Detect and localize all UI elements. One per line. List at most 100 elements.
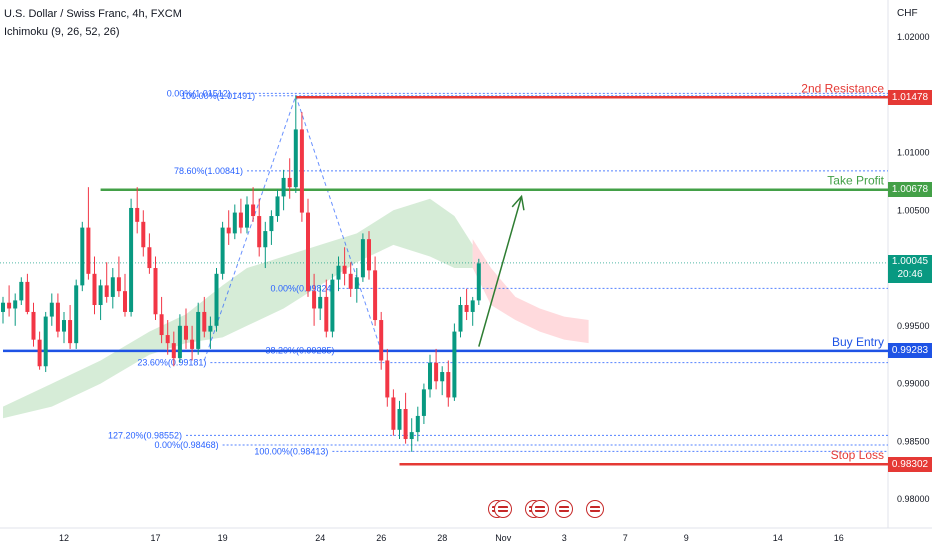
candle-body-60 (367, 239, 371, 271)
candle-body-52 (318, 296, 323, 309)
us-event-flag-6-icon[interactable] (585, 500, 604, 518)
candle-body-56 (342, 265, 347, 274)
candle-body-48 (293, 129, 298, 188)
price-tick-2: 1.00500 (897, 205, 930, 215)
fib-label-8: 100.00%(0.98413) (254, 446, 328, 456)
candle-body-31 (190, 339, 195, 349)
cloud-bullish (3, 198, 473, 419)
candle-body-25 (153, 268, 158, 315)
candle-countdown: 20:46 (897, 269, 923, 281)
price-tick-4: 0.99000 (897, 379, 930, 389)
candle-body-65 (397, 408, 402, 430)
candle-body-39 (238, 212, 243, 228)
fib-label-2: 78.60%(1.00841) (174, 166, 243, 176)
candle-body-12 (74, 285, 79, 344)
candle-body-43 (263, 231, 268, 248)
candle-body-18 (110, 277, 115, 297)
price-badge-stop-loss: 0.98302 (888, 456, 932, 472)
fib-label-7: 0.00%(0.98468) (155, 440, 219, 450)
time-axis[interactable]: 12 17 19 24 26 28 Nov 3 7 9 14 16 (59, 533, 844, 543)
price-tick-3: 0.99500 (897, 321, 930, 331)
price-axis[interactable]: 1.02000 1.01000 1.00500 0.99500 0.99000 0.985… (897, 32, 930, 504)
time-tick-9: 9 (684, 533, 689, 543)
candle-body-70 (428, 362, 432, 390)
candle-body-76 (464, 305, 469, 312)
candle-body-49 (299, 129, 304, 213)
candle-body-66 (403, 408, 408, 440)
fib-label-3: 0.00%(0.99824) (270, 283, 334, 293)
time-tick-1: 17 (150, 533, 160, 543)
candle-body-62 (379, 320, 384, 361)
fib-label-5: 23.60%(0.99181) (137, 358, 206, 368)
candle-body-17 (104, 285, 109, 297)
candle-body-19 (116, 277, 121, 292)
candle-body-20 (123, 291, 127, 312)
candle-body-77 (470, 300, 475, 312)
currency-label: CHF (897, 8, 918, 19)
time-tick-3: 24 (315, 533, 325, 543)
candle-body-10 (62, 320, 66, 332)
time-tick-2: 19 (218, 533, 228, 543)
candle-body-2 (13, 300, 18, 309)
time-tick-0: 12 (59, 533, 69, 543)
us-event-flag-5-icon[interactable] (555, 500, 574, 518)
candle-body-37 (226, 227, 231, 234)
candle-body-44 (269, 216, 274, 232)
candle-body-26 (159, 314, 164, 336)
candle-body-1 (7, 302, 12, 309)
level-label-stop-loss: Stop Loss (831, 448, 884, 462)
price-tick-5: 0.98500 (897, 436, 930, 446)
candle-body-67 (409, 432, 414, 440)
candle-body-69 (421, 389, 426, 416)
candle-body-46 (281, 177, 286, 197)
current-price-value: 1.00045 (891, 256, 929, 268)
projection-arrow (478, 194, 525, 347)
candlesticks (1, 95, 481, 452)
arrow-head (511, 194, 525, 211)
candle-body-21 (129, 207, 134, 312)
time-tick-6: Nov (495, 533, 512, 543)
candle-body-61 (373, 270, 378, 321)
candle-body-51 (312, 291, 317, 309)
candle-body-28 (171, 343, 176, 359)
candle-body-3 (19, 281, 24, 301)
candle-body-33 (202, 311, 207, 332)
price-badge-buy-entry: 0.99283 (888, 343, 932, 359)
candle-body-64 (391, 397, 396, 430)
indicator-legend[interactable]: Ichimoku (9, 26, 52, 26) (4, 26, 120, 38)
candle-body-6 (37, 339, 42, 367)
us-event-flag-2-icon[interactable] (494, 500, 513, 518)
candle-body-74 (452, 331, 457, 398)
candle-body-47 (287, 177, 292, 188)
price-badge-take-profit: 1.00678 (888, 182, 932, 198)
candle-body-13 (80, 227, 85, 286)
candle-body-0 (1, 302, 5, 312)
time-tick-5: 28 (437, 533, 447, 543)
candle-body-42 (257, 216, 262, 248)
candle-body-34 (208, 325, 213, 332)
candle-body-30 (184, 325, 188, 340)
fib-label-1: 100.00%(1.01491) (181, 91, 255, 101)
candle-body-14 (86, 227, 91, 274)
candle-body-68 (415, 415, 420, 433)
candle-body-16 (98, 285, 103, 306)
price-tick-6: 0.98000 (897, 494, 930, 504)
time-tick-10: 14 (773, 533, 783, 543)
candle-body-8 (49, 302, 54, 317)
fib-label-6: 127.20%(0.98552) (108, 430, 182, 440)
candle-body-53 (324, 296, 329, 332)
candle-body-72 (440, 372, 445, 382)
level-label-take-profit: Take Profit (827, 174, 884, 188)
time-tick-11: 16 (834, 533, 844, 543)
current-price-badge: 1.00045 20:46 (888, 255, 932, 284)
candle-body-4 (25, 281, 30, 312)
candle-body-35 (214, 273, 219, 326)
candle-body-22 (135, 207, 140, 222)
candle-body-73 (446, 372, 451, 398)
candle-body-32 (196, 311, 201, 349)
us-event-flag-4-icon[interactable] (530, 500, 549, 518)
ichimoku-cloud (3, 198, 589, 419)
time-tick-7: 3 (562, 533, 567, 543)
candle-body-36 (220, 227, 225, 274)
